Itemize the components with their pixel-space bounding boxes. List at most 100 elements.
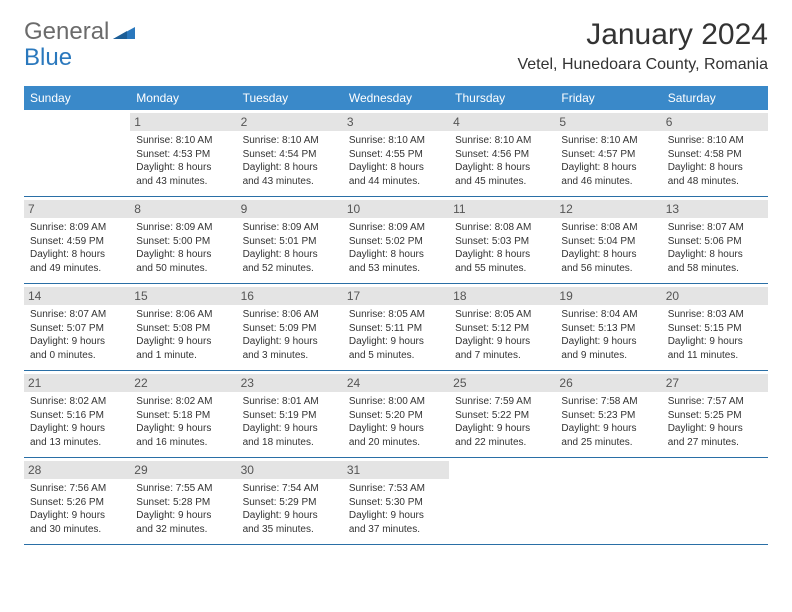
dow-thursday: Thursday [449, 86, 555, 110]
day-day2: and 0 minutes. [30, 349, 124, 363]
day-cell: 2Sunrise: 8:10 AMSunset: 4:54 PMDaylight… [237, 110, 343, 196]
day-cell: 18Sunrise: 8:05 AMSunset: 5:12 PMDayligh… [449, 284, 555, 370]
day-sunset: Sunset: 4:58 PM [668, 148, 762, 162]
day-sunset: Sunset: 4:54 PM [243, 148, 337, 162]
day-number: 1 [130, 113, 236, 131]
day-day1: Daylight: 8 hours [668, 161, 762, 175]
day-number: 10 [343, 200, 449, 218]
day-cell: 9Sunrise: 8:09 AMSunset: 5:01 PMDaylight… [237, 197, 343, 283]
day-day2: and 43 minutes. [243, 175, 337, 189]
dow-tuesday: Tuesday [237, 86, 343, 110]
day-sunset: Sunset: 5:13 PM [561, 322, 655, 336]
calendar: Sunday Monday Tuesday Wednesday Thursday… [24, 86, 768, 545]
brand-triangle-icon [113, 23, 135, 44]
day-sunset: Sunset: 4:59 PM [30, 235, 124, 249]
day-sunrise: Sunrise: 8:08 AM [561, 221, 655, 235]
day-number: 3 [343, 113, 449, 131]
day-day2: and 50 minutes. [136, 262, 230, 276]
day-sunset: Sunset: 5:20 PM [349, 409, 443, 423]
day-sunrise: Sunrise: 8:10 AM [668, 134, 762, 148]
day-day1: Daylight: 9 hours [136, 509, 230, 523]
day-sunrise: Sunrise: 8:00 AM [349, 395, 443, 409]
day-number: 31 [343, 461, 449, 479]
day-sunrise: Sunrise: 8:09 AM [243, 221, 337, 235]
day-day1: Daylight: 9 hours [243, 509, 337, 523]
day-day2: and 3 minutes. [243, 349, 337, 363]
dow-wednesday: Wednesday [343, 86, 449, 110]
day-sunset: Sunset: 5:06 PM [668, 235, 762, 249]
day-day2: and 43 minutes. [136, 175, 230, 189]
day-cell: 24Sunrise: 8:00 AMSunset: 5:20 PMDayligh… [343, 371, 449, 457]
day-day2: and 5 minutes. [349, 349, 443, 363]
day-day1: Daylight: 9 hours [243, 422, 337, 436]
day-sunrise: Sunrise: 7:59 AM [455, 395, 549, 409]
day-number: 8 [130, 200, 236, 218]
day-sunset: Sunset: 5:12 PM [455, 322, 549, 336]
day-sunrise: Sunrise: 7:55 AM [136, 482, 230, 496]
day-number: 20 [662, 287, 768, 305]
day-number: 26 [555, 374, 661, 392]
day-sunrise: Sunrise: 8:08 AM [455, 221, 549, 235]
day-day1: Daylight: 8 hours [30, 248, 124, 262]
day-day1: Daylight: 8 hours [136, 248, 230, 262]
day-cell: 29Sunrise: 7:55 AMSunset: 5:28 PMDayligh… [130, 458, 236, 544]
day-sunset: Sunset: 5:15 PM [668, 322, 762, 336]
day-cell: 22Sunrise: 8:02 AMSunset: 5:18 PMDayligh… [130, 371, 236, 457]
day-sunrise: Sunrise: 8:10 AM [455, 134, 549, 148]
day-sunset: Sunset: 4:55 PM [349, 148, 443, 162]
day-day2: and 52 minutes. [243, 262, 337, 276]
day-sunset: Sunset: 4:56 PM [455, 148, 549, 162]
day-number: 14 [24, 287, 130, 305]
day-sunset: Sunset: 5:28 PM [136, 496, 230, 510]
day-sunrise: Sunrise: 8:09 AM [136, 221, 230, 235]
day-cell: 1Sunrise: 8:10 AMSunset: 4:53 PMDaylight… [130, 110, 236, 196]
day-day1: Daylight: 8 hours [455, 248, 549, 262]
day-cell: 31Sunrise: 7:53 AMSunset: 5:30 PMDayligh… [343, 458, 449, 544]
day-cell: 6Sunrise: 8:10 AMSunset: 4:58 PMDaylight… [662, 110, 768, 196]
day-day1: Daylight: 9 hours [30, 422, 124, 436]
day-day2: and 30 minutes. [30, 523, 124, 537]
day-cell: 19Sunrise: 8:04 AMSunset: 5:13 PMDayligh… [555, 284, 661, 370]
day-sunrise: Sunrise: 8:10 AM [561, 134, 655, 148]
day-day1: Daylight: 9 hours [349, 422, 443, 436]
day-sunrise: Sunrise: 8:06 AM [136, 308, 230, 322]
day-day1: Daylight: 9 hours [668, 422, 762, 436]
day-day2: and 45 minutes. [455, 175, 549, 189]
day-cell: 26Sunrise: 7:58 AMSunset: 5:23 PMDayligh… [555, 371, 661, 457]
day-day2: and 7 minutes. [455, 349, 549, 363]
weeks-container: .1Sunrise: 8:10 AMSunset: 4:53 PMDayligh… [24, 110, 768, 545]
day-number: 27 [662, 374, 768, 392]
day-cell: 13Sunrise: 8:07 AMSunset: 5:06 PMDayligh… [662, 197, 768, 283]
day-cell: 30Sunrise: 7:54 AMSunset: 5:29 PMDayligh… [237, 458, 343, 544]
day-number: 17 [343, 287, 449, 305]
location-text: Vetel, Hunedoara County, Romania [517, 56, 768, 74]
day-number: 5 [555, 113, 661, 131]
day-day1: Daylight: 9 hours [30, 335, 124, 349]
day-day1: Daylight: 8 hours [561, 248, 655, 262]
day-day1: Daylight: 9 hours [136, 335, 230, 349]
day-cell: 12Sunrise: 8:08 AMSunset: 5:04 PMDayligh… [555, 197, 661, 283]
day-day2: and 32 minutes. [136, 523, 230, 537]
dow-monday: Monday [130, 86, 236, 110]
day-day1: Daylight: 8 hours [136, 161, 230, 175]
day-cell: 10Sunrise: 8:09 AMSunset: 5:02 PMDayligh… [343, 197, 449, 283]
day-sunset: Sunset: 5:11 PM [349, 322, 443, 336]
dow-header-row: Sunday Monday Tuesday Wednesday Thursday… [24, 86, 768, 110]
day-day1: Daylight: 8 hours [455, 161, 549, 175]
day-sunset: Sunset: 5:03 PM [455, 235, 549, 249]
day-day1: Daylight: 9 hours [30, 509, 124, 523]
day-sunrise: Sunrise: 8:05 AM [349, 308, 443, 322]
page-header: General January 2024 Vetel, Hunedoara Co… [24, 18, 768, 74]
day-sunset: Sunset: 5:09 PM [243, 322, 337, 336]
day-sunrise: Sunrise: 7:56 AM [30, 482, 124, 496]
day-day2: and 20 minutes. [349, 436, 443, 450]
day-day1: Daylight: 8 hours [349, 248, 443, 262]
day-number: 13 [662, 200, 768, 218]
day-sunrise: Sunrise: 8:10 AM [349, 134, 443, 148]
day-day1: Daylight: 9 hours [561, 335, 655, 349]
day-sunrise: Sunrise: 8:10 AM [243, 134, 337, 148]
day-sunset: Sunset: 5:07 PM [30, 322, 124, 336]
dow-friday: Friday [555, 86, 661, 110]
day-day1: Daylight: 8 hours [668, 248, 762, 262]
day-sunrise: Sunrise: 7:54 AM [243, 482, 337, 496]
